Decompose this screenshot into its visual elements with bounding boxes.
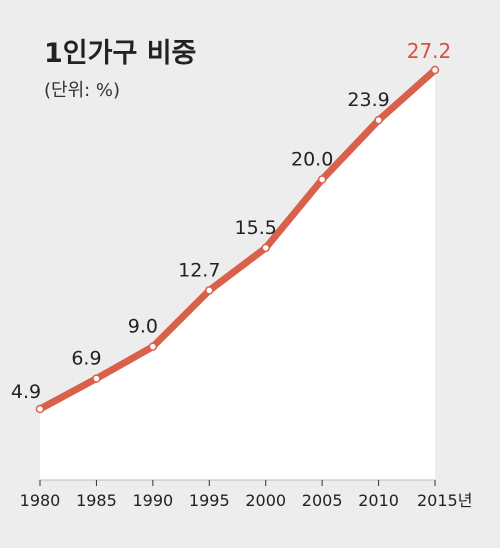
data-label: 27.2 <box>407 39 452 63</box>
series-line <box>36 66 439 413</box>
data-point <box>205 286 214 295</box>
area-fill <box>40 70 435 480</box>
chart-title: 1인가구 비중 <box>44 38 196 69</box>
data-point <box>35 404 45 414</box>
chart-subtitle: (단위: %) <box>44 80 120 101</box>
data-label: 23.9 <box>347 89 389 111</box>
data-label: 20.0 <box>291 148 333 170</box>
data-point <box>374 115 383 125</box>
x-tick-label: 2005 <box>302 491 343 510</box>
x-tick-label: 1985 <box>76 491 117 510</box>
data-labels: 4.9 6.9 9.0 12.7 15.5 20.0 23.9 27.2 <box>11 39 451 403</box>
data-point <box>261 243 270 253</box>
x-tick-label: 1980 <box>20 491 61 510</box>
data-label: 9.0 <box>128 316 158 338</box>
x-axis-ticks: 1980 1985 1990 1995 2000 2005 2010 2015년 <box>20 480 472 510</box>
data-point <box>317 175 327 184</box>
data-label: 6.9 <box>71 348 101 370</box>
data-point <box>430 65 440 75</box>
x-tick-label: 2000 <box>245 491 286 510</box>
data-label: 4.9 <box>11 381 41 403</box>
x-tick-label: 1995 <box>189 491 230 510</box>
data-label: 15.5 <box>235 217 277 239</box>
data-point <box>148 342 158 351</box>
x-tick-label: 2015년 <box>417 491 472 510</box>
data-points <box>35 65 440 414</box>
data-label: 12.7 <box>178 259 220 281</box>
x-tick-label: 2010 <box>358 491 399 510</box>
x-tick-label: 1990 <box>132 491 173 510</box>
data-point <box>92 374 101 383</box>
